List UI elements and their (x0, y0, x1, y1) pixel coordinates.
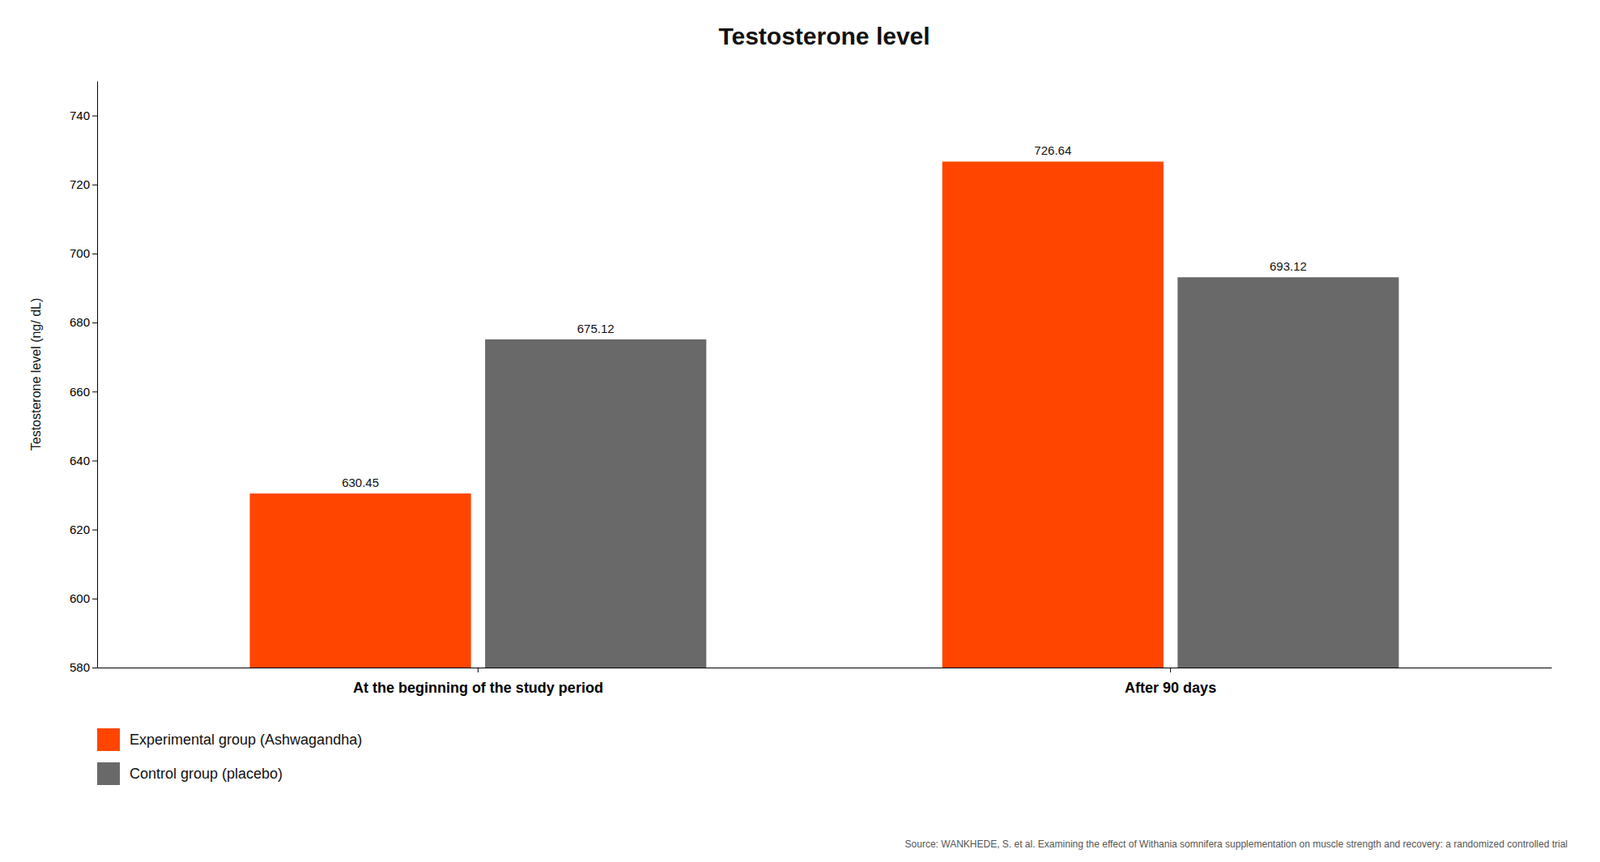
y-tick-mark (92, 459, 98, 461)
y-tick-mark (92, 598, 98, 600)
plot: 630.45 726.64 675.12 693.12 580 600 620 640 660 6… (69, 81, 1553, 696)
chart: Testosterone level 630.45 726.64 675.12 693.… (0, 0, 1600, 862)
bar (485, 339, 707, 668)
y-tick: 600 (69, 591, 98, 605)
legend-label: Control group (placebo) (129, 765, 283, 782)
y-tick-label: 720 (69, 177, 90, 192)
y-tick-label: 600 (69, 591, 90, 605)
y-tick-mark (92, 253, 98, 255)
y-axis-title: Testosterone level (ng/ dL) (29, 297, 43, 452)
x-axis: At the beginning of the study period Afte… (97, 667, 1553, 696)
y-tick: 640 (69, 453, 98, 468)
x-tick-mark (477, 667, 479, 673)
y-tick-label: 700 (69, 246, 90, 260)
y-tick-mark (92, 322, 98, 324)
y-tick-label: 680 (69, 314, 90, 329)
data-label: 726.64 (1034, 143, 1072, 158)
y-tick-mark (92, 115, 98, 117)
y-tick-label: 640 (69, 453, 90, 468)
y-axis-line (97, 81, 98, 669)
bar (942, 161, 1164, 668)
x-tick-label: At the beginning of the study period (353, 679, 604, 696)
y-tick-mark (92, 391, 98, 392)
legend-swatch (97, 761, 120, 785)
y-axis: 580 600 620 640 660 680 700 720 740 (69, 81, 98, 675)
data-label: 693.12 (1269, 259, 1307, 273)
legend-label: Experimental group (Ashwagandha) (129, 731, 362, 748)
data-label: 675.12 (577, 321, 615, 336)
y-tick: 700 (69, 246, 98, 260)
y-tick-label: 620 (69, 522, 90, 537)
legend: Experimental group (Ashwagandha) Control … (97, 727, 362, 785)
x-tick: At the beginning of the study period (353, 667, 604, 696)
source-note: Source: WANKHEDE, S. et al. Examining th… (905, 838, 1568, 850)
bar (1177, 276, 1399, 668)
title: Testosterone level (718, 22, 930, 50)
y-tick-mark (92, 529, 98, 531)
bars (249, 161, 1399, 668)
y-tick: 740 (69, 108, 98, 123)
data-labels: 630.45 726.64 675.12 693.12 (341, 143, 1307, 490)
bar (249, 493, 471, 668)
legend-item: Experimental group (Ashwagandha) (97, 727, 362, 751)
y-tick: 580 (69, 659, 98, 674)
y-tick-label: 660 (69, 384, 90, 399)
y-tick: 660 (69, 384, 98, 399)
y-tick-label: 740 (69, 108, 90, 123)
x-axis-line (97, 667, 1553, 669)
y-tick-label: 580 (69, 659, 90, 674)
y-tick: 620 (69, 522, 98, 537)
x-tick-mark (1170, 667, 1171, 673)
x-tick: After 90 days (1124, 667, 1217, 696)
legend-swatch (97, 727, 120, 751)
y-tick-mark (92, 184, 98, 186)
data-label: 630.45 (341, 475, 379, 490)
y-tick-mark (92, 667, 98, 669)
x-tick-label: After 90 days (1124, 679, 1217, 696)
legend-item: Control group (placebo) (97, 761, 283, 785)
y-tick: 720 (69, 177, 98, 192)
y-tick: 680 (69, 314, 98, 329)
